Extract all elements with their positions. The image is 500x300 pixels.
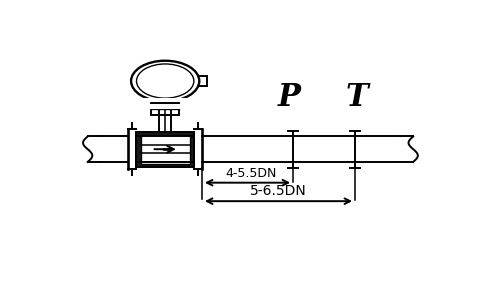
Text: T: T <box>346 82 368 113</box>
Text: 4-5.5DN: 4-5.5DN <box>226 167 277 180</box>
Text: 5-6.5DN: 5-6.5DN <box>250 184 307 198</box>
Text: ⇒: ⇒ <box>162 142 173 156</box>
Bar <box>136 132 194 166</box>
Bar <box>141 135 190 164</box>
Bar <box>151 103 179 115</box>
Text: P: P <box>278 82 300 113</box>
